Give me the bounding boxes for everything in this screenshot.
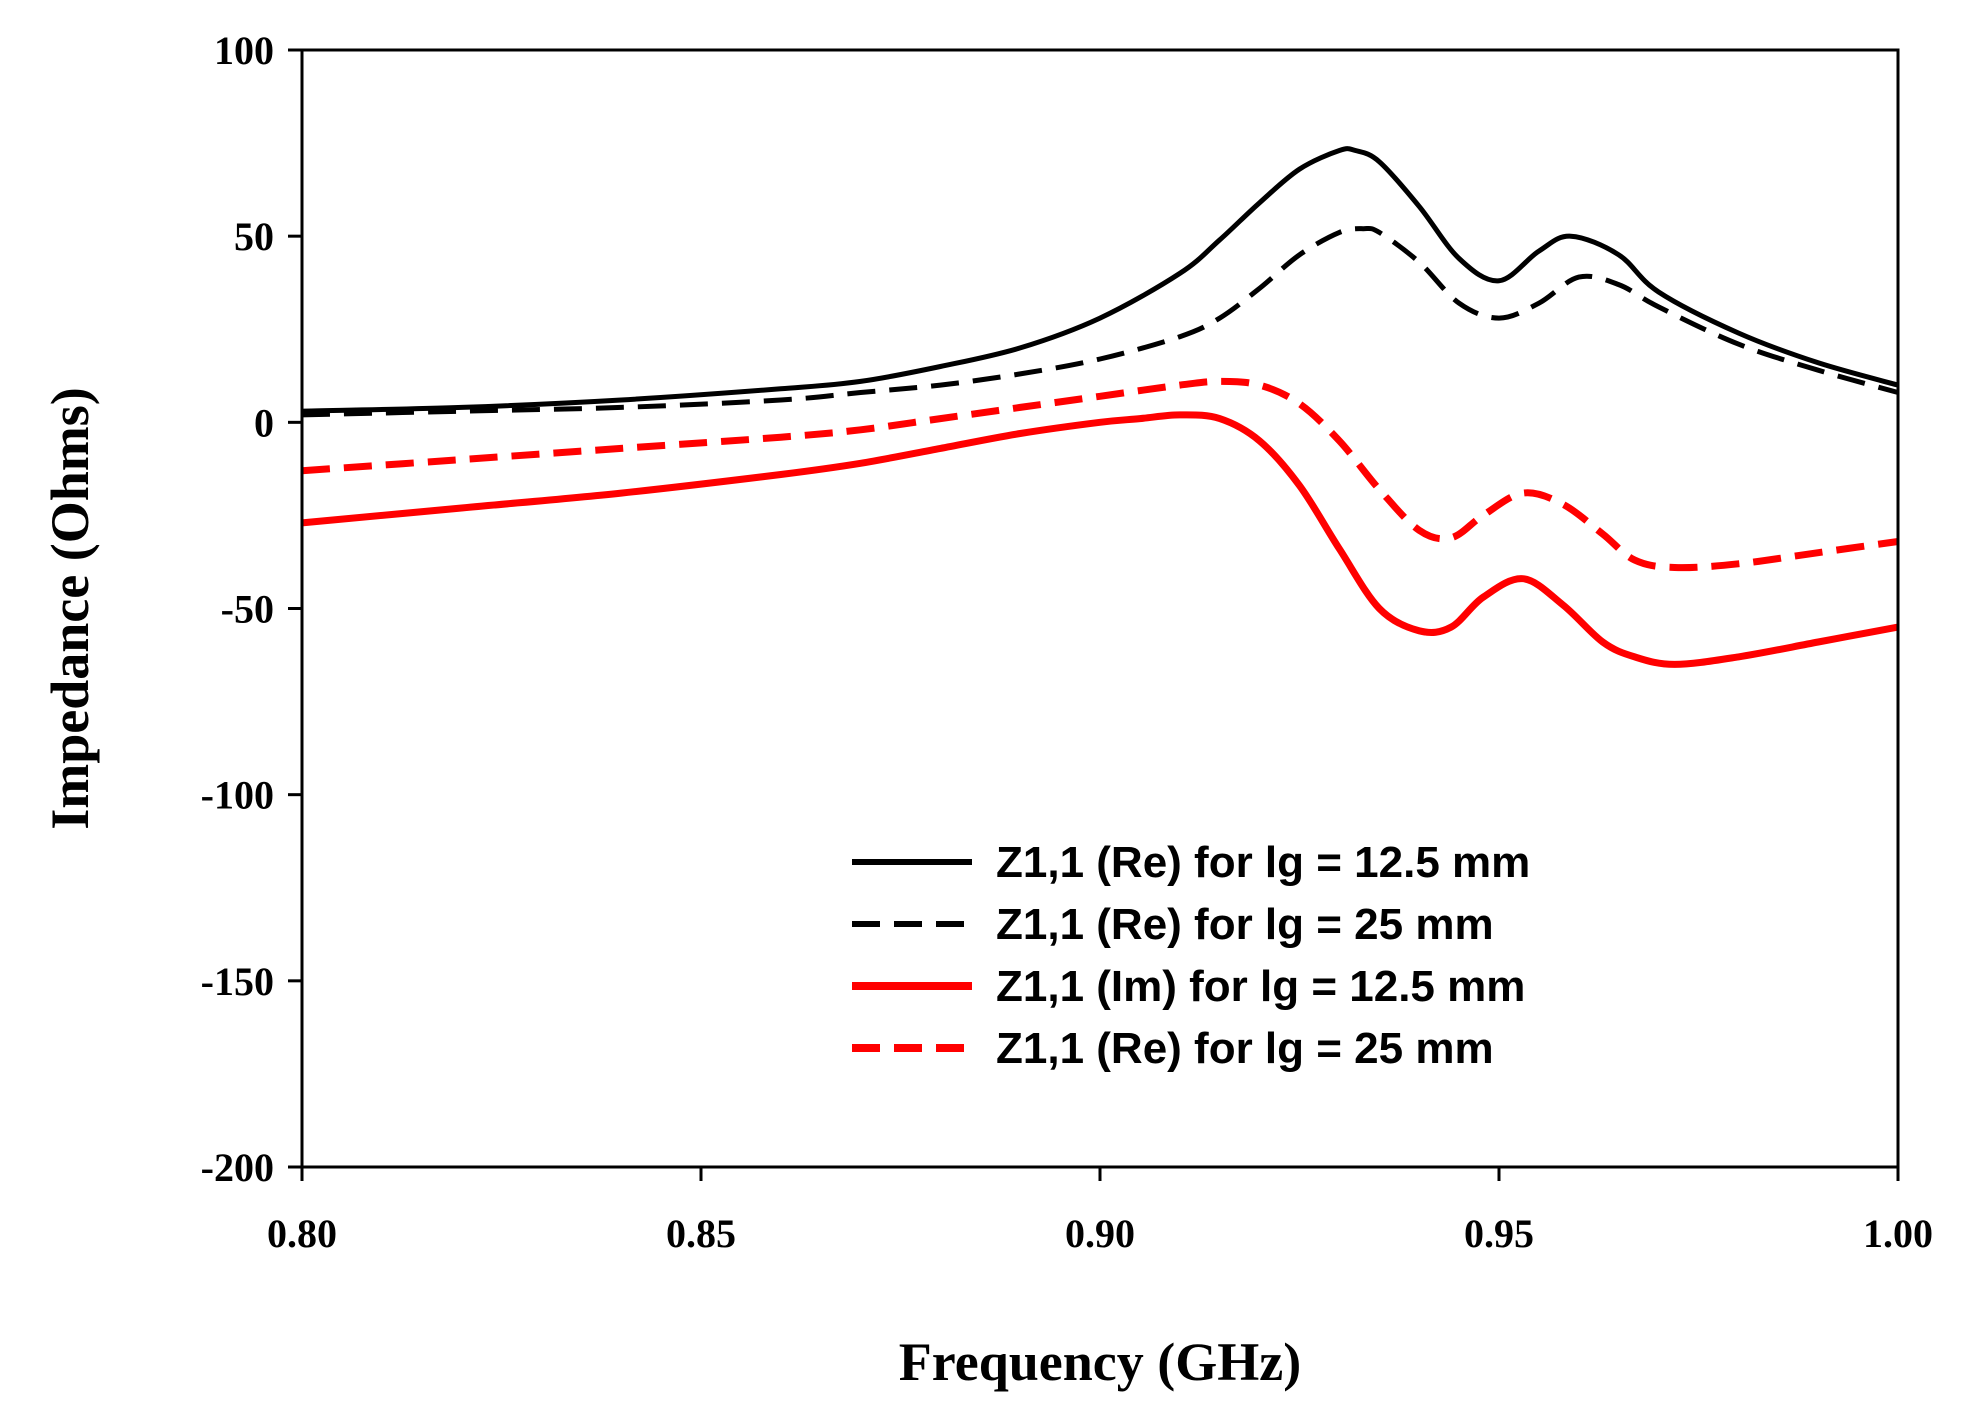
x-tick-label: 0.95 bbox=[1464, 1211, 1534, 1256]
y-tick-label: 0 bbox=[254, 400, 274, 445]
y-tick-label: -50 bbox=[221, 587, 274, 632]
y-tick-label: -200 bbox=[201, 1145, 274, 1190]
y-axis-title: Impedance (Ohms) bbox=[40, 387, 100, 830]
series-line-1 bbox=[301, 225, 1899, 418]
x-tick-label: 0.85 bbox=[666, 1211, 736, 1256]
x-tick-label: 0.80 bbox=[267, 1211, 337, 1256]
y-tick-label: 50 bbox=[234, 214, 274, 259]
legend-label-0: Z1,1 (Re) for lg = 12.5 mm bbox=[996, 838, 1530, 887]
y-tick-label: -100 bbox=[201, 773, 274, 818]
legend-label-2: Z1,1 (Im) for lg = 12.5 mm bbox=[996, 962, 1525, 1011]
x-axis: 0.80 0.85 0.90 0.95 1.00 bbox=[267, 1167, 1933, 1256]
series-line-3 bbox=[301, 377, 1899, 572]
series-layer bbox=[301, 146, 1899, 668]
legend-label-1: Z1,1 (Re) for lg = 25 mm bbox=[996, 900, 1494, 949]
x-tick-label: 1.00 bbox=[1863, 1211, 1933, 1256]
x-tick-label: 0.90 bbox=[1065, 1211, 1135, 1256]
series-line-0 bbox=[301, 146, 1899, 414]
series-line-2 bbox=[301, 411, 1899, 668]
y-tick-label: 100 bbox=[214, 28, 274, 73]
legend: Z1,1 (Re) for lg = 12.5 mm Z1,1 (Re) for… bbox=[852, 838, 1530, 1073]
y-axis: 100 50 0 -50 -100 -150 -200 bbox=[201, 28, 302, 1190]
legend-label-3: Z1,1 (Re) for lg = 25 mm bbox=[996, 1024, 1494, 1073]
x-axis-title: Frequency (GHz) bbox=[899, 1332, 1301, 1392]
y-tick-label: -150 bbox=[201, 959, 274, 1004]
